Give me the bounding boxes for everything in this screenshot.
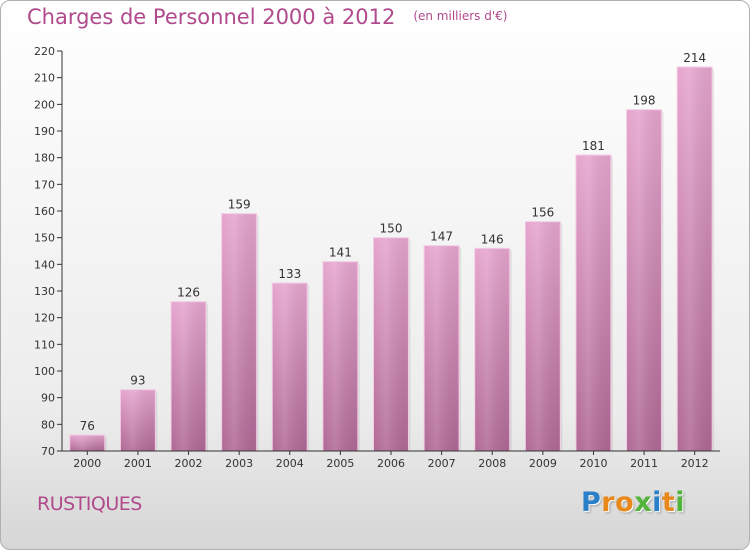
x-tick-label: 2012: [681, 457, 709, 470]
bar-shine: [222, 214, 256, 451]
logo-letter: r: [601, 487, 616, 518]
y-tick-label: 180: [34, 152, 55, 165]
bar-shine: [627, 110, 661, 452]
logo-letter: P: [581, 487, 602, 518]
chart-title-text: Charges de Personnel 2000 à 2012: [27, 5, 396, 29]
chart-subtitle: (en milliers d'€): [413, 9, 508, 23]
data-label: 141: [329, 246, 352, 260]
bar-shine: [475, 249, 509, 451]
commune-name: RUSTIQUES: [37, 493, 142, 515]
y-tick-label: 70: [41, 445, 55, 458]
logo-letter: x: [634, 487, 653, 518]
data-label: 214: [683, 51, 706, 65]
bar-shine: [526, 222, 560, 451]
data-label: 156: [531, 206, 554, 220]
data-label: 76: [80, 419, 95, 433]
y-tick-label: 140: [34, 258, 55, 271]
bar-shine: [425, 246, 459, 451]
bar-shine: [323, 262, 357, 451]
x-tick-label: 2003: [225, 457, 253, 470]
proxiti-logo: Proxiti: [581, 487, 685, 518]
data-label: 198: [633, 94, 656, 108]
logo-letter: i: [675, 487, 686, 518]
y-tick-label: 220: [34, 45, 55, 58]
x-tick-label: 2010: [579, 457, 607, 470]
x-tick-label: 2004: [276, 457, 304, 470]
bar-shine: [374, 238, 408, 451]
data-label: 159: [228, 198, 251, 212]
bar-shine: [172, 302, 206, 451]
data-label: 181: [582, 139, 605, 153]
y-tick-label: 120: [34, 312, 55, 325]
data-label: 147: [430, 230, 453, 244]
y-tick-label: 90: [41, 392, 55, 405]
x-tick-label: 2005: [326, 457, 354, 470]
x-tick-label: 2008: [478, 457, 506, 470]
bars: 76 93 126 159 133 141 150 147 146 156 181 198 214: [69, 51, 715, 452]
chart-title: Charges de Personnel 2000 à 2012 (en mill…: [27, 5, 507, 29]
bar-shine: [678, 68, 712, 451]
data-label: 93: [130, 374, 145, 388]
logo-letter: t: [661, 487, 676, 518]
y-tick-label: 170: [34, 178, 55, 191]
logo-letter: i: [652, 487, 662, 518]
y-tick-label: 190: [34, 125, 55, 138]
bar-shine: [121, 390, 155, 451]
bar-shine: [70, 436, 104, 451]
x-tick-label: 2001: [124, 457, 152, 470]
data-label: 150: [380, 222, 403, 236]
y-tick-label: 150: [34, 232, 55, 245]
y-tick-label: 80: [41, 418, 55, 431]
data-label: 133: [278, 267, 301, 281]
y-tick-label: 100: [34, 365, 55, 378]
y-tick-label: 130: [34, 285, 55, 298]
x-tick-label: 2000: [73, 457, 101, 470]
x-tick-label: 2009: [529, 457, 557, 470]
x-tick-label: 2007: [428, 457, 456, 470]
x-tick-label: 2006: [377, 457, 405, 470]
bar-shine: [273, 284, 307, 451]
data-label: 126: [177, 286, 200, 300]
x-axis: 2000 2001 2002 2003 2004 2005 2006 2007 2008 2009…: [62, 450, 720, 470]
data-label: 146: [481, 232, 504, 246]
logo-letter: o: [615, 487, 635, 518]
y-tick-label: 110: [34, 338, 55, 351]
x-tick-label: 2011: [630, 457, 658, 470]
y-tick-label: 160: [34, 205, 55, 218]
y-axis: 70 80 90 100 110 120 130 140 150 160 170 180 190 200 2…: [34, 45, 63, 458]
y-tick-label: 200: [34, 98, 55, 111]
x-tick-label: 2002: [175, 457, 203, 470]
bar-shine: [576, 156, 610, 451]
y-tick-label: 210: [34, 72, 55, 85]
